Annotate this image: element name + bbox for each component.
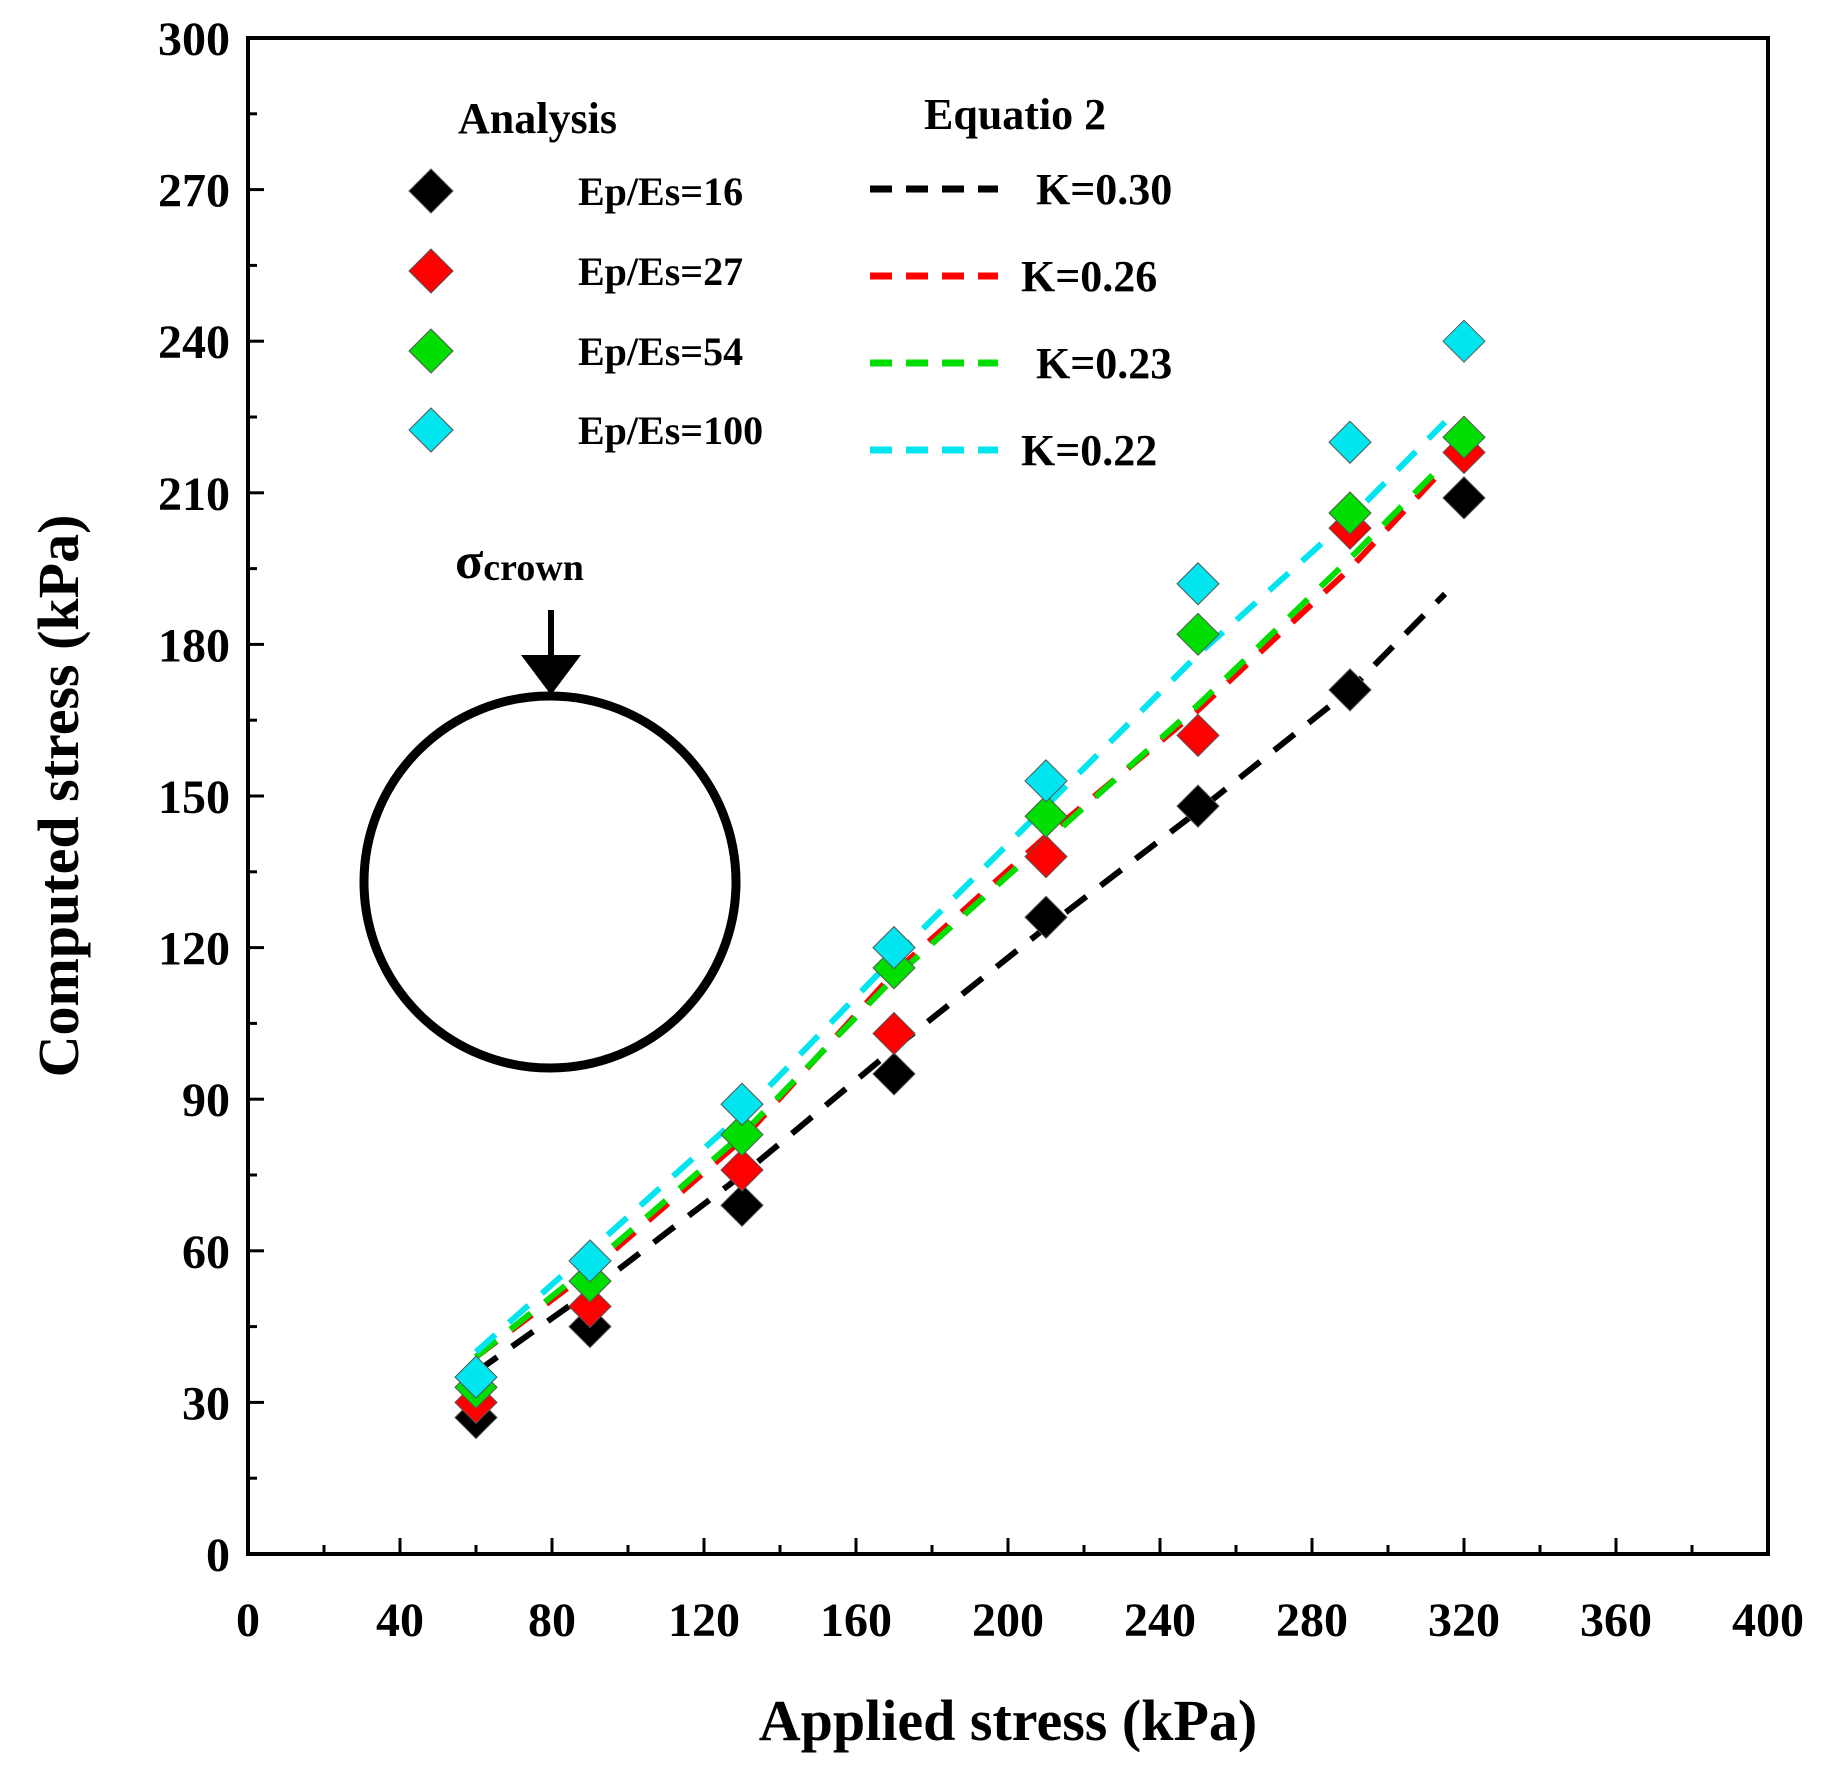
legend-label-K=0.23: K=0.23 [1036,339,1172,388]
data-point-Ep/Es=100 [720,1082,764,1126]
fit-line-K=0.23 [474,460,1448,1360]
crown-arrow-head-icon [521,655,581,695]
legend-marker-Ep/Es=16 [408,168,454,214]
x-tick-label: 120 [668,1594,740,1647]
y-tick-labels: 0 30 60 90 120 150 180 210 240 270 300 [158,13,230,1582]
y-tick-label: 120 [158,923,230,976]
legend-marker-Ep/Es=54 [408,328,454,374]
legend-label-K=0.22: K=0.22 [1021,426,1157,475]
x-tick-label: 200 [972,1594,1044,1647]
data-point-Ep/Es=27 [872,1011,916,1056]
legend: Analysis Equatio 2 Ep/Es=16 Ep/Es=27 Ep/Es… [408,90,1172,475]
legend-marker-Ep/Es=100 [408,407,454,453]
data-point-Ep/Es=100 [1176,562,1220,606]
data-point-Ep/Es=16 [1442,476,1486,520]
data-point-Ep/Es=27 [720,1148,764,1192]
x-tick-labels: 0 40 80 120 160 200 240 280 320 360 400 [236,1594,1804,1647]
x-axis-label: Applied stress (kPa) [759,1688,1257,1753]
data-point-Ep/Es=100 [872,925,916,970]
data-point-Ep/Es=100 [1442,319,1486,363]
legend-label-K=0.30: K=0.30 [1036,165,1172,214]
data-point-Ep/Es=16 [720,1183,764,1228]
legend-label-Ep/Es=27: Ep/Es=27 [578,249,743,294]
data-point-Ep/Es=54 [1176,612,1220,657]
axis-ticks [246,36,1770,1556]
legend-label-K=0.26: K=0.26 [1021,252,1157,301]
x-tick-label: 160 [820,1594,892,1647]
data-point-Ep/Es=16 [1328,668,1372,712]
y-tick-label: 90 [182,1074,230,1127]
fit-lines [474,419,1448,1375]
data-point-Ep/Es=27 [1176,713,1220,758]
fit-line-K=0.30 [474,591,1448,1375]
plot-frame [246,36,1770,1556]
data-point-Ep/Es=100 [568,1239,612,1283]
data-points [454,319,1486,1440]
data-point-Ep/Es=16 [872,1052,916,1096]
data-point-Ep/Es=54 [720,1112,764,1157]
x-tick-label: 0 [236,1594,260,1647]
y-tick-label: 270 [158,165,230,218]
sigma-crown-label: σcrown [455,533,584,590]
data-point-Ep/Es=27 [568,1284,612,1329]
y-tick-label: 150 [158,771,230,824]
x-tick-label: 80 [528,1594,576,1647]
x-tick-label: 40 [376,1594,424,1647]
crown-stress-diagram: σcrown [359,533,741,1073]
y-tick-label: 300 [158,13,230,66]
data-point-Ep/Es=100 [1328,420,1372,464]
data-point-Ep/Es=16 [1024,895,1068,939]
y-tick-label: 30 [182,1377,230,1430]
data-point-Ep/Es=100 [1024,759,1068,803]
y-tick-label: 240 [158,316,230,369]
x-tick-label: 240 [1124,1594,1196,1647]
legend-label-Ep/Es=16: Ep/Es=16 [578,169,743,214]
data-point-Ep/Es=54 [1442,415,1486,459]
legend-title-analysis: Analysis [458,94,617,143]
fit-line-K=0.26 [474,465,1448,1360]
data-point-Ep/Es=100 [454,1355,498,1399]
x-tick-label: 400 [1732,1594,1804,1647]
legend-label-Ep/Es=54: Ep/Es=54 [578,329,743,374]
legend-title-equation: Equatio 2 [924,90,1106,139]
legend-label-Ep/Es=100: Ep/Es=100 [578,408,763,453]
data-point-Ep/Es=54 [1024,794,1068,838]
legend-marker-Ep/Es=27 [408,248,454,294]
y-tick-label: 180 [158,619,230,672]
y-tick-label: 60 [182,1226,230,1279]
pipe-circle [359,691,741,1073]
x-tick-label: 320 [1428,1594,1500,1647]
y-tick-label: 210 [158,468,230,521]
data-point-Ep/Es=27 [1024,834,1068,879]
y-tick-label: 0 [206,1529,230,1582]
data-point-Ep/Es=54 [1328,491,1372,535]
x-tick-label: 360 [1580,1594,1652,1647]
fit-line-K=0.22 [474,419,1448,1355]
data-point-Ep/Es=16 [1176,784,1220,828]
x-tick-label: 280 [1276,1594,1348,1647]
y-axis-label: Computed stress (kPa) [26,515,91,1078]
